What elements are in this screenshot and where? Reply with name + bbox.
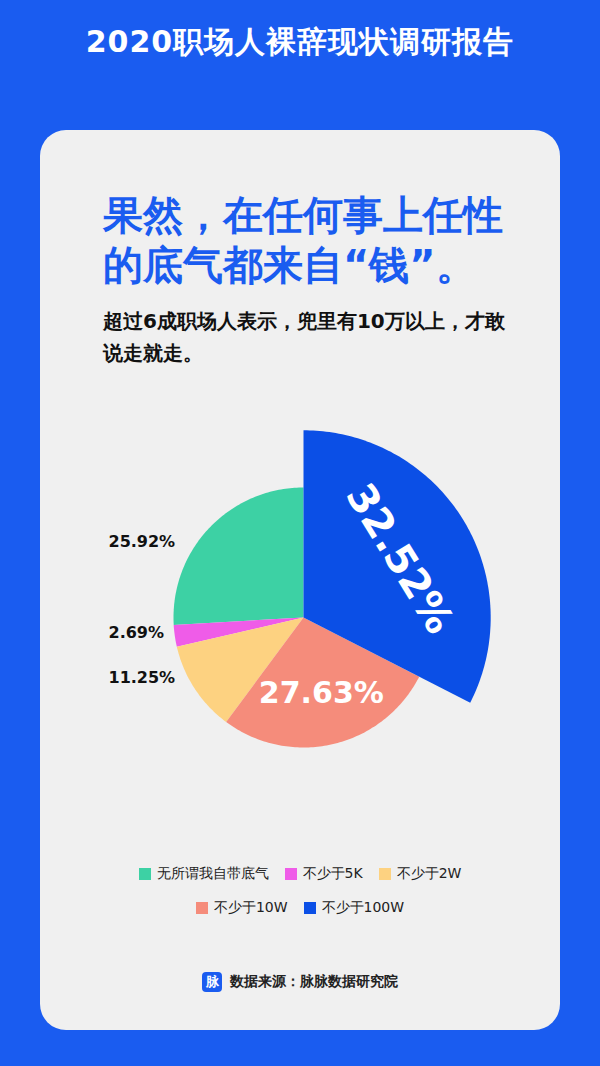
svg-text:32.52%: 32.52% <box>337 475 463 641</box>
svg-text:11.25%: 11.25% <box>109 668 176 687</box>
html-text:数据来源：脉脉数据研究院: 数据来源：脉脉数据研究院 <box>230 973 398 989</box>
html-text:不少于10W: 不少于10W <box>213 899 288 915</box>
html-text:脉: 脉 <box>205 974 219 989</box>
svg-text:27.63%: 27.63% <box>259 675 384 710</box>
svg-text:25.92%: 25.92% <box>109 532 176 551</box>
svg-text:2.69%: 2.69% <box>109 623 165 642</box>
html-text:超过6成职场人表示，兜里有10万以上，才敢说走就走。: 超过6成职场人表示，兜里有10万以上，才敢说走就走。 <box>103 309 505 365</box>
html-text:果然，在任何事上任性的底气都来自“钱”。: 果然，在任何事上任性的底气都来自“钱”。 <box>103 192 503 288</box>
html-text:不少于5K: 不少于5K <box>302 865 363 881</box>
html-text:2020职场人裸辞现状调研报告: 2020职场人裸辞现状调研报告 <box>85 24 515 59</box>
html-text:不少于2W: 不少于2W <box>396 865 462 881</box>
html-text:无所谓我自带底气: 无所谓我自带底气 <box>156 865 269 881</box>
html-text:不少于100W: 不少于100W <box>321 899 405 915</box>
